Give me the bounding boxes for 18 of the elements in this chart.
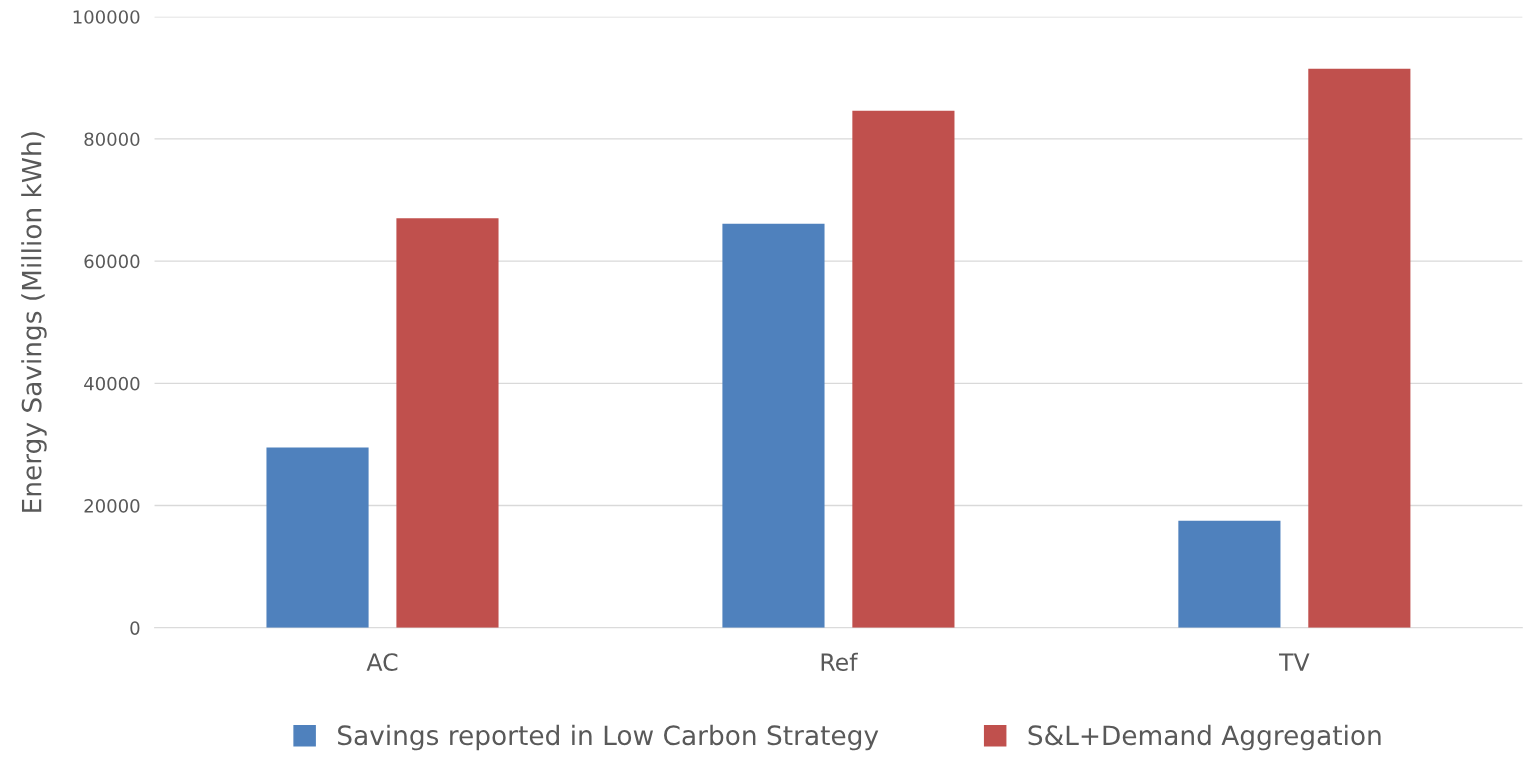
x-tick-label: AC <box>366 653 398 672</box>
bar <box>1308 68 1411 628</box>
bar <box>722 223 825 628</box>
y-tick-label: 0 <box>130 621 140 635</box>
y-tick-label: 80000 <box>84 132 140 147</box>
y-axis-title: Energy Savings (Million kWh) <box>21 132 47 512</box>
x-tick-label: Ref <box>821 652 858 672</box>
bar <box>1178 520 1281 628</box>
legend-label: S&L+Demand Aggregation <box>1028 724 1381 751</box>
y-tick-label: 20000 <box>84 499 140 513</box>
bar <box>852 110 955 628</box>
bar <box>396 218 499 628</box>
bar <box>266 447 369 628</box>
y-tick-label: 40000 <box>84 376 140 391</box>
legend-label: Savings reported in Low Carbon Strategy <box>338 724 879 751</box>
x-tick-label: TV <box>1279 653 1310 671</box>
y-tick-label: 60000 <box>84 254 140 269</box>
y-tick-label: 100000 <box>73 10 140 24</box>
